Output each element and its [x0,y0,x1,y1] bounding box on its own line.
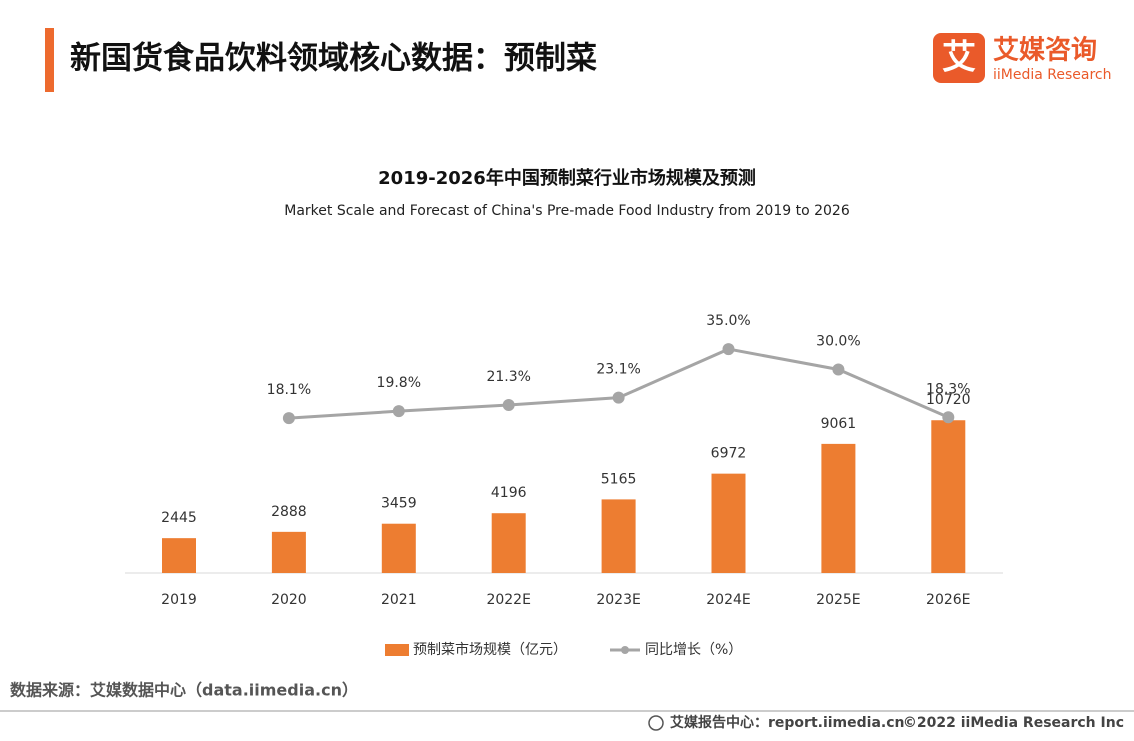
bar [271,531,306,573]
x-tick-label: 2019 [161,592,197,608]
title-accent [45,28,54,92]
logo-en: iiMedia Research [993,67,1112,83]
x-tick-label: 2021 [381,592,417,608]
growth-label: 35.0% [706,313,750,329]
chart-subtitle: Market Scale and Forecast of China's Pre… [284,203,850,219]
legend-label: 同比增长（%） [645,642,742,658]
growth-label: 30.0% [816,334,860,350]
growth-label: 18.3% [926,381,970,397]
logo-mark-bg [933,33,985,83]
growth-label: 21.3% [486,369,530,385]
x-tick-label: 2026E [926,592,970,608]
growth-label: 23.1% [596,362,640,378]
bar-label: 6972 [711,446,747,462]
bar [931,420,966,573]
legend-swatch [385,644,409,656]
bar-label: 3459 [381,496,417,512]
x-tick-label: 2022E [486,592,530,608]
bar-label: 4196 [491,485,527,501]
growth-point [282,412,295,425]
growth-point [832,363,845,376]
page-title: 新国货食品饮料领域核心数据：预制菜 [70,41,597,77]
bar-label: 5165 [601,471,637,487]
bar [381,523,416,573]
legend-swatch [621,646,629,654]
bar-label: 10720 [926,392,971,408]
source: 数据来源：艾媒数据中心（data.iimedia.cn） [10,681,358,700]
growth-point [612,391,625,404]
growth-point [502,399,515,412]
bar [821,443,856,573]
bar-label: 2445 [161,510,197,526]
x-tick-label: 2025E [816,592,860,608]
bar-label: 2888 [271,504,307,520]
chart-title: 2019-2026年中国预制菜行业市场规模及预测 [378,167,756,189]
logo-mark: 艾 [942,38,976,78]
bar [162,538,196,573]
x-tick-label: 2020 [271,592,307,608]
bar [711,473,746,573]
growth-point [392,405,405,418]
globe-icon [648,715,664,731]
footer-report: 艾媒报告中心：report.iimedia.cn [670,714,905,731]
growth-label: 19.8% [377,375,421,391]
growth-point [722,343,735,356]
bar-label: 9061 [821,416,857,432]
footer-copyright: ©2022 iiMedia Research Inc [903,715,1124,731]
bar [601,499,636,573]
growth-point [942,411,955,424]
growth-label: 18.1% [267,382,311,398]
x-tick-label: 2023E [596,592,640,608]
legend-label: 预制菜市场规模（亿元） [413,641,567,658]
bar [491,513,526,573]
x-tick-label: 2024E [706,592,750,608]
logo-cn: 艾媒咨询 [993,35,1097,66]
